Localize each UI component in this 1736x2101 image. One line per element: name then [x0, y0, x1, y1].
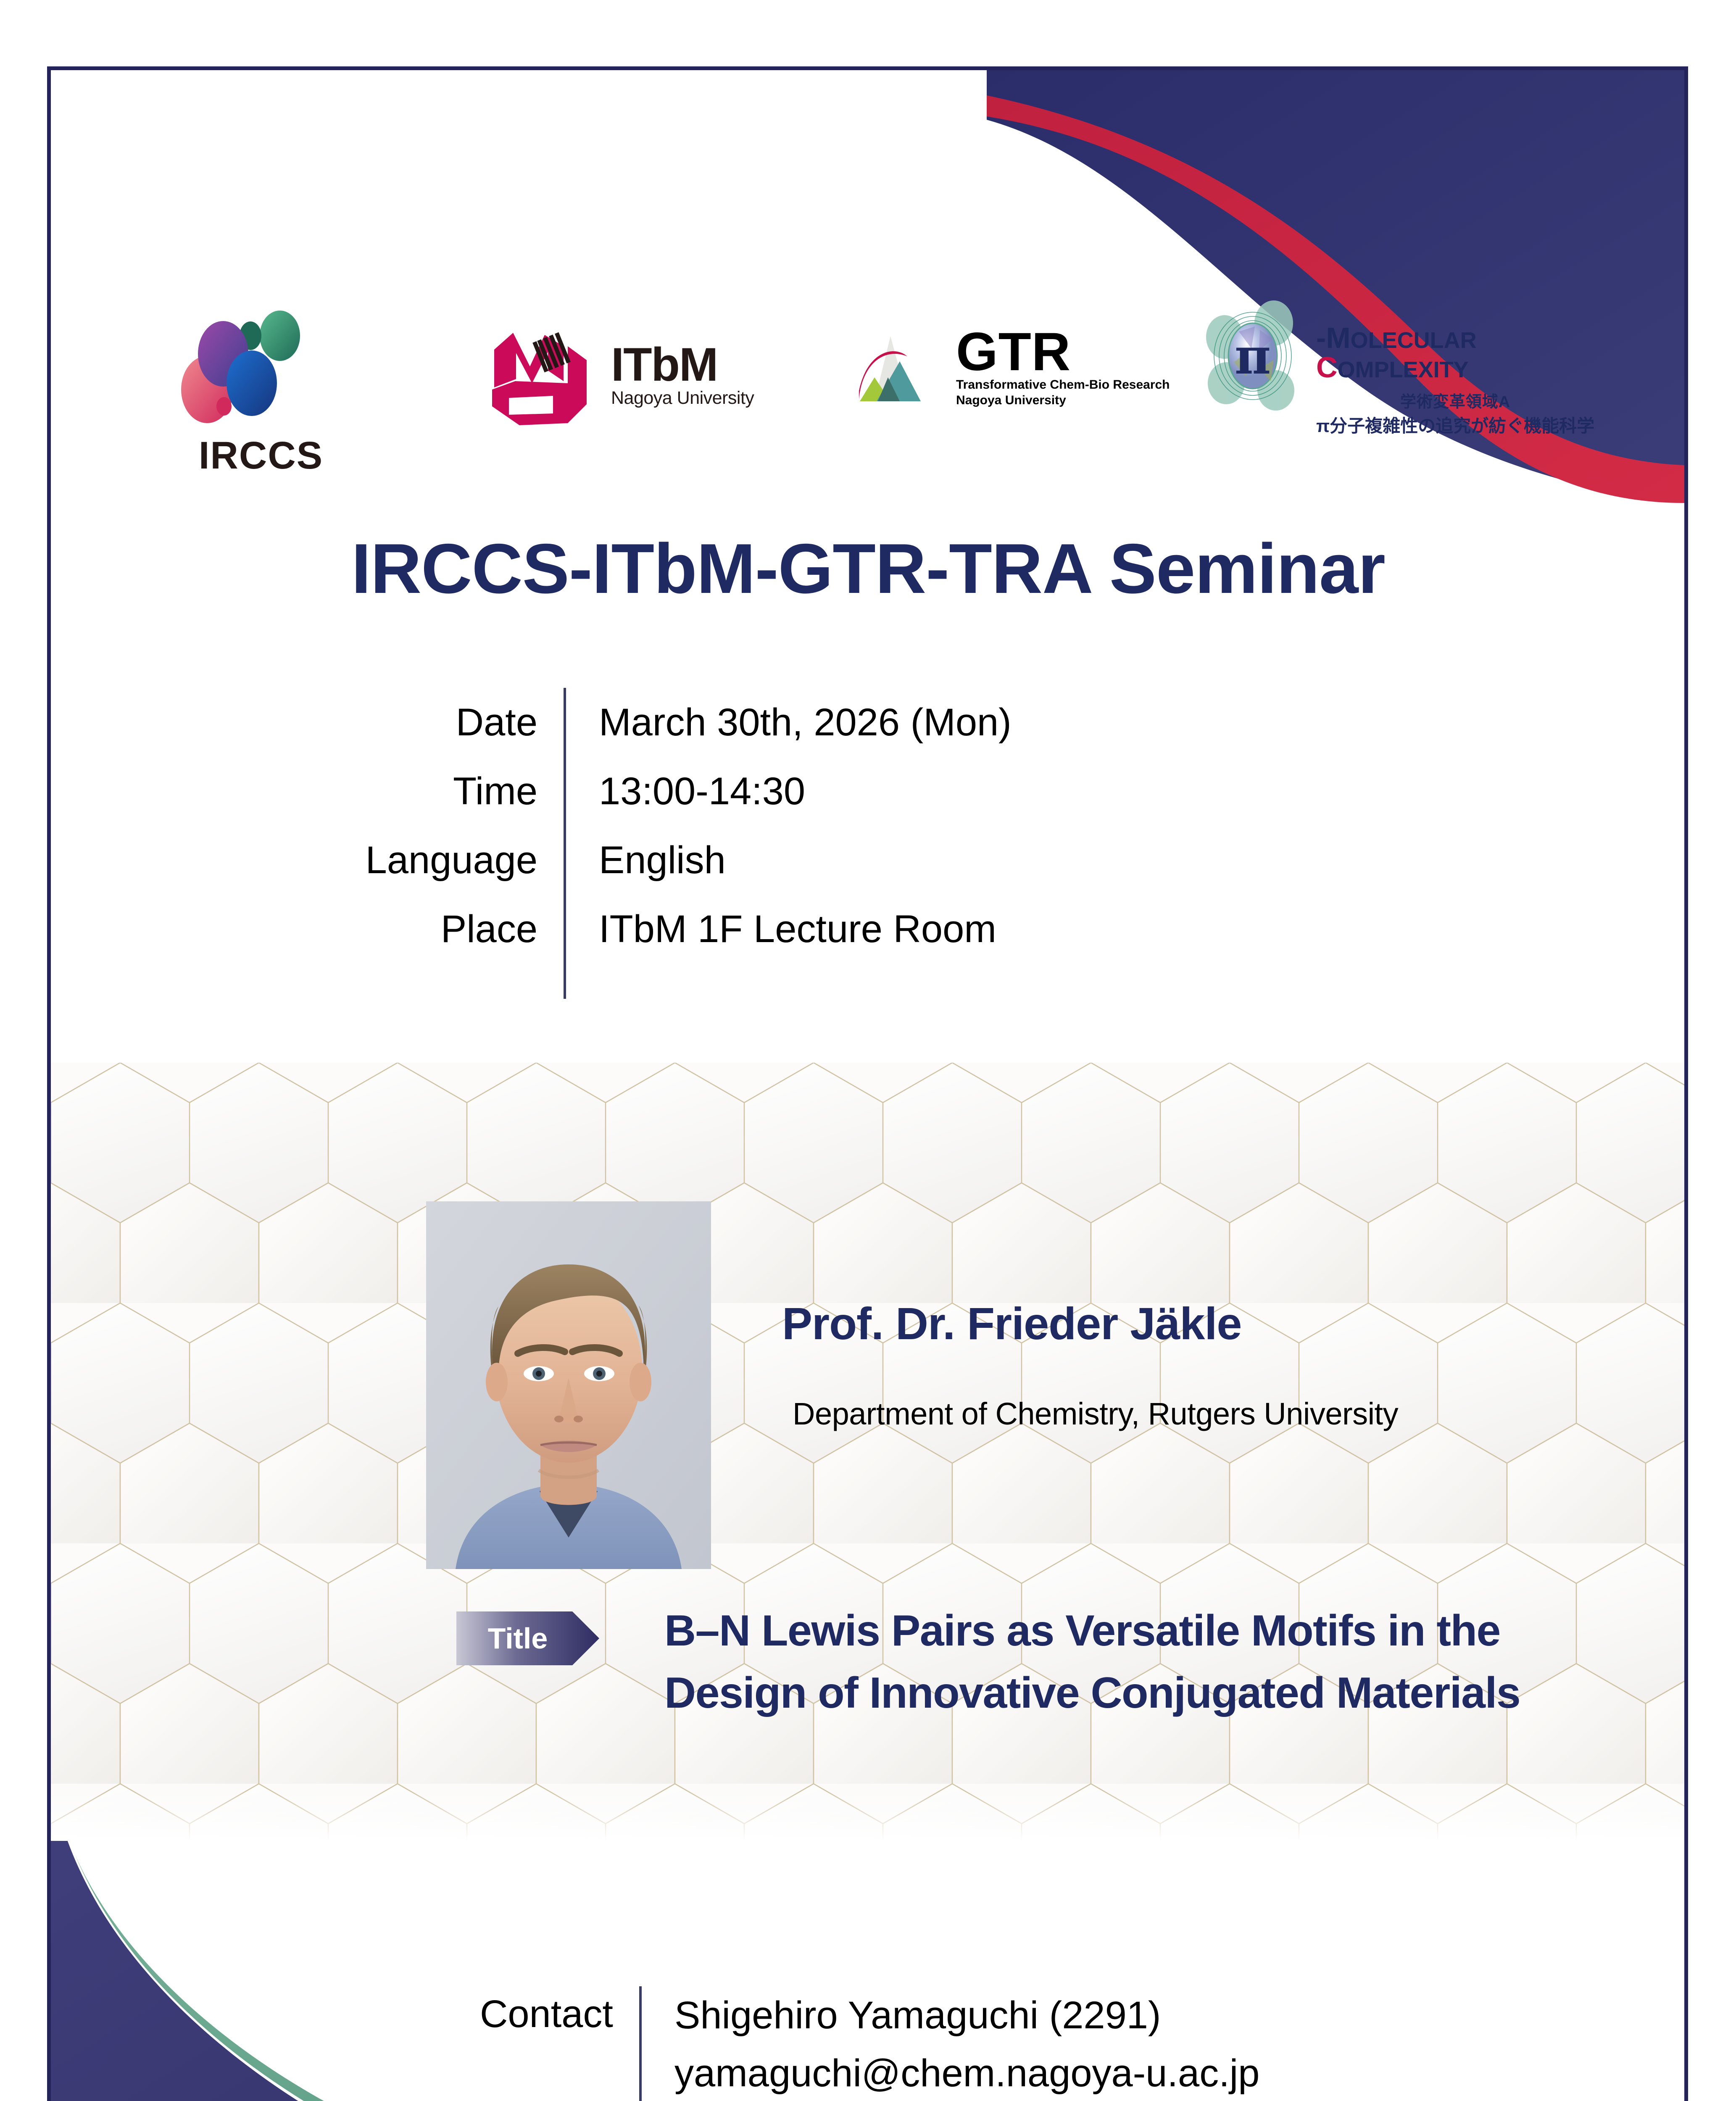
hex-band-bottom-fade [51, 1790, 1684, 1841]
speaker-portrait-image [426, 1201, 711, 1569]
logo-gtr-subtitle-2: Nagoya University [956, 393, 1066, 408]
contact-email[interactable]: yamaguchi@chem.nagoya-u.ac.jp [674, 2052, 1260, 2095]
molecule-cluster-icon [181, 311, 300, 423]
logo-pimc-omplexity: OMPLEXITY [1337, 357, 1469, 382]
gtr-mountain-icon [859, 336, 921, 402]
speaker-name: Prof. Dr. Frieder Jäkle [782, 1298, 1242, 1349]
logo-pi-molecular-complexity: π -MOLECULAR COMPLEXITY 学術変革領域A π分子複雑性の追… [1200, 297, 1594, 437]
logo-row: IRCCS [51, 297, 1684, 478]
logo-pimc-jp-line-1: 学術変革領域A [1400, 393, 1511, 411]
logo-itbm: ITbM Nagoya University [490, 320, 754, 429]
info-value-language: English [599, 839, 726, 882]
talk-title-line-1: B–N Lewis Pairs as Versatile Motifs in t… [664, 1606, 1501, 1655]
logo-irccs-wordmark: IRCCS [198, 434, 324, 477]
contact-block: Contact Shigehiro Yamaguchi (2291) yamag… [379, 1986, 1259, 2101]
info-label-place: Place [440, 908, 537, 950]
logo-pimc-m: M [1326, 321, 1351, 354]
info-label-time: Time [453, 770, 537, 813]
hexagon-pattern-band [51, 1063, 1684, 1841]
logo-pimc-c: C [1316, 351, 1338, 384]
logo-gtr-wordmark: GTR [956, 322, 1071, 382]
logo-irccs: IRCCS [177, 305, 345, 478]
info-value-time: 13:00-14:30 [599, 770, 806, 813]
logo-itbm-wordmark: ITbM [611, 338, 718, 391]
logo-pimc-olecular: OLECULAR [1350, 328, 1477, 353]
logo-pimc-line-1: -MOLECULAR [1316, 323, 1594, 353]
speaker-affiliation: Department of Chemistry, Rutgers Univers… [793, 1396, 1399, 1431]
info-label-date: Date [456, 701, 537, 744]
title-badge: Title [456, 1611, 599, 1665]
info-label-language: Language [365, 839, 537, 882]
pi-molecule-icon: π [1206, 300, 1294, 411]
event-info-labels: Date Time Language Place [286, 688, 564, 999]
contact-values: Shigehiro Yamaguchi (2291) yamaguchi@che… [639, 1986, 1259, 2101]
page-title: IRCCS-ITbM-GTR-TRA Seminar [351, 529, 1386, 608]
event-info-values: March 30th, 2026 (Mon) 13:00-14:30 Engli… [564, 688, 1012, 999]
contact-name: Shigehiro Yamaguchi (2291) [674, 1994, 1161, 2037]
svg-text:π: π [1235, 327, 1271, 385]
talk-title-line-2: Design of Innovative Conjugated Material… [664, 1669, 1521, 1717]
logo-pimc-jp-line-2: π分子複雑性の追究が紡ぐ機能科学 [1316, 416, 1595, 436]
event-info-block: Date Time Language Place March 30th, 202… [286, 688, 1379, 999]
title-badge-label: Title [487, 1622, 548, 1655]
info-value-place: ITbM 1F Lecture Room [599, 908, 996, 950]
contact-label: Contact [479, 1993, 613, 2035]
logo-gtr-subtitle-1: Transformative Chem-Bio Research [956, 377, 1170, 392]
logo-itbm-subtitle: Nagoya University [611, 388, 754, 408]
talk-title: B–N Lewis Pairs as Versatile Motifs in t… [664, 1600, 1681, 1724]
itbm-cube-icon [492, 332, 587, 425]
logo-pimc-line-2: COMPLEXITY [1316, 353, 1594, 382]
logo-pimc-dash: - [1316, 321, 1326, 354]
info-value-date: March 30th, 2026 (Mon) [599, 701, 1012, 744]
poster-frame: IRCCS [47, 66, 1688, 2101]
logo-gtr: GTR Transformative Chem-Bio Research Nag… [858, 322, 1170, 408]
hexagon-tile-pattern [51, 1063, 1684, 1841]
title-badge-arrow-shape [456, 1611, 599, 1665]
speaker-photo [426, 1201, 711, 1569]
